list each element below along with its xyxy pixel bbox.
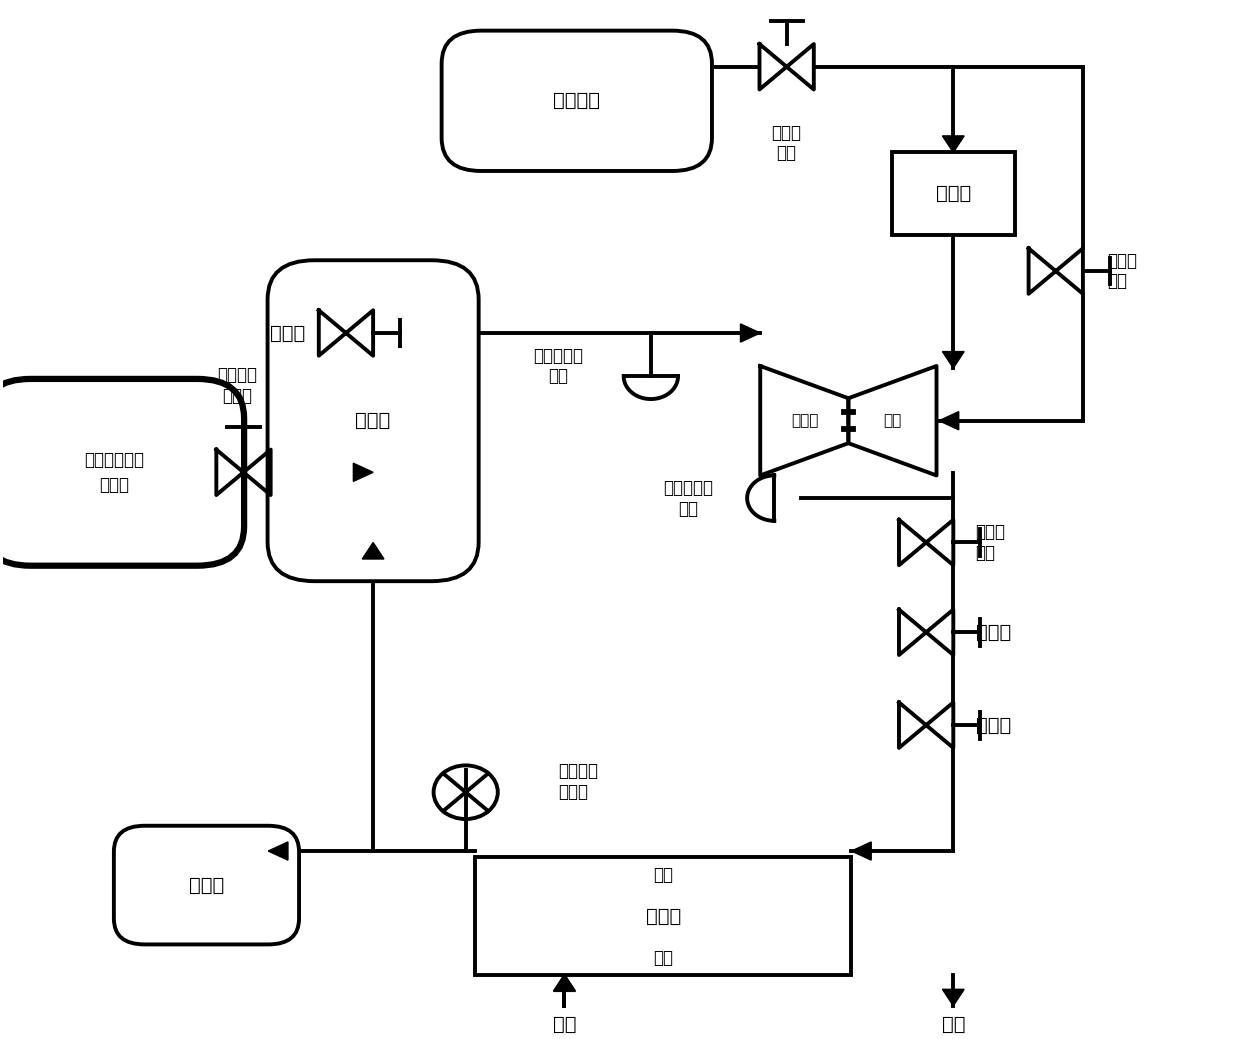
Polygon shape [268,842,288,860]
FancyBboxPatch shape [0,379,244,565]
Polygon shape [553,975,575,991]
Text: 高温排
气阀: 高温排 气阀 [976,523,1006,562]
Text: 涡轮: 涡轮 [883,414,901,428]
Polygon shape [942,351,965,368]
Bar [475,857,852,976]
Text: 流量计: 流量计 [270,323,305,343]
Text: 换热器: 换热器 [646,907,681,926]
Polygon shape [852,842,872,860]
Text: 流量微
调阀: 流量微 调阀 [1107,251,1137,291]
Polygon shape [942,136,965,153]
Text: 温度、压力
探针: 温度、压力 探针 [663,479,713,517]
Text: 惰性混合气体
储气罐: 惰性混合气体 储气罐 [84,451,144,494]
Text: 冷端: 冷端 [653,949,673,966]
Text: 流量调
节阀: 流量调 节阀 [771,124,801,162]
Polygon shape [553,975,575,991]
Polygon shape [939,411,959,430]
Polygon shape [740,324,760,342]
Text: 进水: 进水 [553,1015,577,1034]
Text: 真空泵: 真空泵 [188,876,224,895]
Text: 热端: 热端 [653,865,673,883]
FancyBboxPatch shape [441,30,712,171]
Text: 加热器: 加热器 [936,184,971,204]
Text: 气体成分
分析仪: 气体成分 分析仪 [558,763,598,801]
FancyBboxPatch shape [268,260,479,581]
Text: 温度、压力
探针: 温度、压力 探针 [533,347,583,385]
Polygon shape [848,366,936,476]
Text: 稳压箱: 稳压箱 [356,411,391,430]
Text: 排水: 排水 [941,1015,965,1034]
Text: 压气机: 压气机 [791,414,818,428]
Text: 进气压力
调节器: 进气压力 调节器 [217,367,258,405]
Text: 节流阀: 节流阀 [976,622,1011,642]
Bar [892,153,1016,235]
Polygon shape [942,989,965,1006]
Polygon shape [353,463,373,481]
Polygon shape [362,542,384,559]
FancyBboxPatch shape [114,826,299,944]
Text: 减压阀: 减压阀 [976,716,1011,735]
Text: 氮气气源: 氮气气源 [553,91,600,110]
Polygon shape [760,366,848,476]
